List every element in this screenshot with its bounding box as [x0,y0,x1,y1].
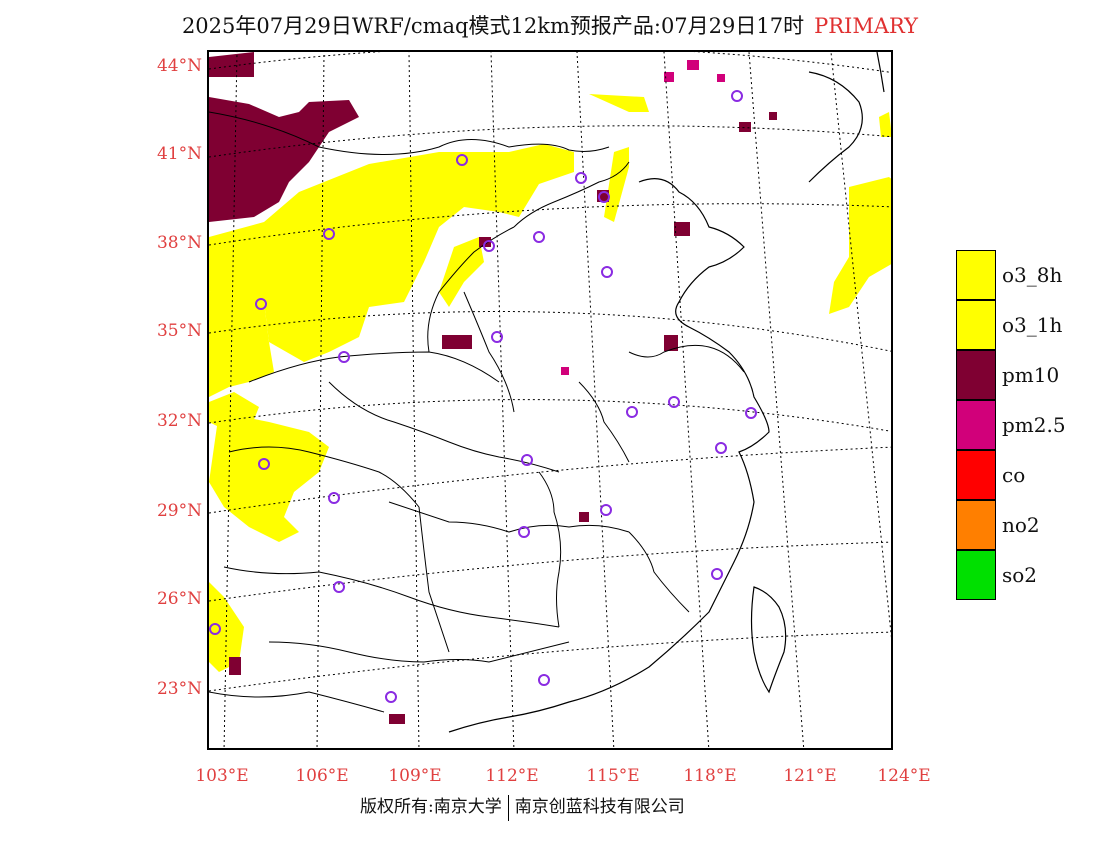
site-marker [626,406,638,418]
site-marker [601,266,613,278]
legend-label: pm2.5 [1002,413,1066,437]
site-marker [731,90,743,102]
site-marker [711,568,723,580]
site-marker [518,526,530,538]
o3-shading-layer [209,94,891,672]
lon-label: 124°E [877,766,931,786]
legend-label: o3_1h [1002,313,1063,337]
legend-swatch [956,500,996,550]
monitoring-sites [209,90,757,703]
primary-tag: PRIMARY [814,14,919,38]
lat-label: 41°N [156,144,202,164]
site-marker [323,228,335,240]
lon-label: 106°E [295,766,349,786]
lon-label: 115°E [586,766,640,786]
copyright-owner: 版权所有:南京大学 [360,797,502,817]
legend-swatch [956,350,996,400]
lon-label: 109°E [388,766,442,786]
legend-label: co [1002,463,1026,487]
site-marker [209,623,221,635]
lon-label: 112°E [485,766,539,786]
province-boundaries [209,111,745,713]
site-marker [538,674,550,686]
site-marker [521,454,533,466]
site-marker [598,191,610,203]
forecast-map [209,52,891,748]
site-marker [483,240,495,252]
legend-label: no2 [1002,513,1040,537]
map-title: 2025年07月29日WRF/cmaq模式12km预报产品:07月29日17时 P… [0,10,1100,40]
coastline [448,52,885,733]
lat-label: 29°N [156,501,202,521]
site-marker [385,691,397,703]
legend-label: o3_8h [1002,263,1063,287]
lat-label: 23°N [156,679,202,699]
site-marker [745,407,757,419]
pm25-shading-layer [561,60,725,375]
copyright-company: 南京创蓝科技有限公司 [514,797,685,817]
site-marker [258,458,270,470]
site-marker [600,504,612,516]
legend-swatch [956,300,996,350]
site-marker [668,396,680,408]
site-marker [575,172,587,184]
site-marker [328,492,340,504]
lat-label: 38°N [156,233,202,253]
legend-swatch [956,450,996,500]
map-frame [207,50,893,750]
lat-label: 32°N [156,411,202,431]
title-text: 2025年07月29日WRF/cmaq模式12km预报产品:07月29日17时 [181,14,805,38]
site-marker [456,154,468,166]
latitude-grid [209,52,891,692]
site-marker [333,581,345,593]
lon-label: 103°E [195,766,249,786]
legend-swatch [956,250,996,300]
lon-label: 121°E [783,766,837,786]
site-marker [491,331,503,343]
legend-label: so2 [1002,563,1038,587]
footer-divider [507,794,509,821]
lat-label: 26°N [156,589,202,609]
site-marker [715,442,727,454]
site-marker [255,298,267,310]
legend-swatch [956,550,996,600]
legend-swatch [956,400,996,450]
lon-label: 118°E [683,766,737,786]
lat-label: 35°N [156,321,202,341]
site-marker [338,351,350,363]
legend-label: pm10 [1002,363,1060,387]
lat-label: 44°N [156,56,202,76]
copyright-footer: 版权所有:南京大学 南京创蓝科技有限公司 [360,792,685,821]
site-marker [533,231,545,243]
